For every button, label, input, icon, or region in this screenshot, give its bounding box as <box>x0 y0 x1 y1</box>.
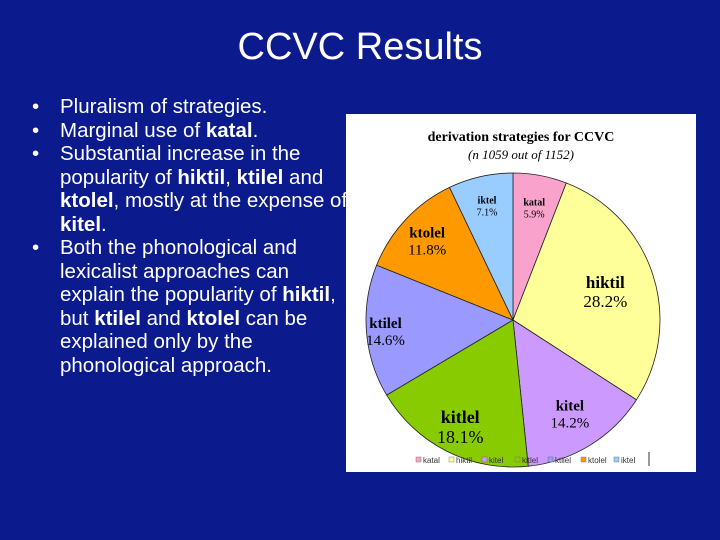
legend-swatch-katal <box>415 456 422 463</box>
pie-slice-kitel <box>512 319 638 467</box>
bullet-marker: • <box>32 118 40 142</box>
bullet-item: • Substantial increase in the popularity … <box>32 142 352 236</box>
bullet-marker: • <box>32 142 40 165</box>
legend-label-iktel: iktel <box>621 456 635 465</box>
slice-label-hiktil: hiktil <box>586 273 625 292</box>
slice-label-kitel: kitel <box>556 399 584 415</box>
bullet-text: . <box>101 212 107 236</box>
legend-label-kitel: kitel <box>489 456 503 465</box>
bullet-text: Both the phonological and lexicalist app… <box>60 236 298 306</box>
pie-slice-hiktil <box>512 182 661 401</box>
bullet-term: kitel <box>60 212 102 236</box>
legend-label-ktilel: ktilel <box>555 456 571 465</box>
legend-swatch-kitel <box>481 456 488 463</box>
bullet-list: • Pluralism of strategies. • Marginal use o… <box>32 95 352 377</box>
pie-slice-iktel <box>448 172 514 321</box>
bullet-term: hiktil <box>282 283 331 306</box>
chart-legend: katal hiktil kitel kitlel ktilel ktolel iktel <box>415 452 650 466</box>
bullet-text: Pluralism of strategies. <box>60 95 268 118</box>
chart-title: derivation strategies for CCVC <box>428 130 615 145</box>
slice-value-katal: 5.9% <box>524 209 545 220</box>
bullet-term: ktolel <box>186 306 241 330</box>
bullet-term: ktolel <box>60 189 114 212</box>
bullet-term: ktilel <box>94 306 141 330</box>
bullet-text: and <box>140 306 187 330</box>
bullet-term: hiktil <box>177 165 226 189</box>
chart-panel: derivation strategies for CCVC (n 1059 o… <box>346 114 696 472</box>
legend-swatch-iktel <box>613 456 620 463</box>
legend-label-kitlel: kitlel <box>522 456 538 465</box>
bullet-text: and <box>283 165 324 189</box>
pie-slice-ktilel <box>365 264 514 396</box>
slice-value-kitel: 14.2% <box>551 416 590 432</box>
pie-slice-kitlel <box>386 319 529 468</box>
slice-value-iktel: 7.1% <box>477 207 498 218</box>
bullet-text: . <box>252 118 259 142</box>
bullet-item: • Marginal use of katal. <box>32 119 352 143</box>
bullet-text: Substantial increase in the popularity o… <box>60 142 301 189</box>
bullet-item: • Both the phonological and lexicalist ap… <box>32 236 352 377</box>
legend-label-hiktil: hiktil <box>456 456 472 465</box>
slice-value-ktolel: 11.8% <box>408 243 446 259</box>
slice-value-ktilel: 14.6% <box>366 333 405 349</box>
slice-label-ktilel: ktilel <box>369 316 402 332</box>
bullet-item: • Pluralism of strategies. <box>32 95 352 119</box>
legend-swatch-ktilel <box>547 456 554 463</box>
legend-label-ktolel: ktolel <box>588 456 607 465</box>
bullet-text: , mostly at the expense of <box>113 189 348 212</box>
slice-label-ktolel: ktolel <box>409 226 445 242</box>
slice-label-kitlel: kitlel <box>441 407 480 427</box>
bullet-text: Marginal use of <box>60 118 206 142</box>
bullet-marker: • <box>32 236 40 259</box>
bullet-marker: • <box>32 95 40 118</box>
bullet-text: , <box>225 165 237 189</box>
slice-label-iktel: iktel <box>478 195 497 206</box>
legend-swatch-hiktil <box>448 456 455 463</box>
pie-slices <box>365 172 661 468</box>
slide-title: CCVC Results <box>237 26 483 68</box>
legend-label-katal: katal <box>423 456 440 465</box>
legend-swatch-ktolel <box>580 456 587 463</box>
chart-subtitle: (n 1059 out of 1152) <box>468 147 574 162</box>
pie-slice-ktolel <box>376 186 514 321</box>
bullet-text: , but <box>60 283 336 330</box>
bullet-term: ktilel <box>236 165 284 189</box>
slice-value-hiktil: 28.2% <box>583 292 627 311</box>
bullet-text: can be explained only by the phonologica… <box>60 306 308 377</box>
legend-swatch-kitlel <box>514 456 521 463</box>
pie-chart: derivation strategies for CCVC (n 1059 o… <box>365 130 661 468</box>
slice-value-kitlel: 18.1% <box>437 427 484 447</box>
slice-label-katal: katal <box>523 197 545 208</box>
bullet-term: katal <box>205 118 253 142</box>
